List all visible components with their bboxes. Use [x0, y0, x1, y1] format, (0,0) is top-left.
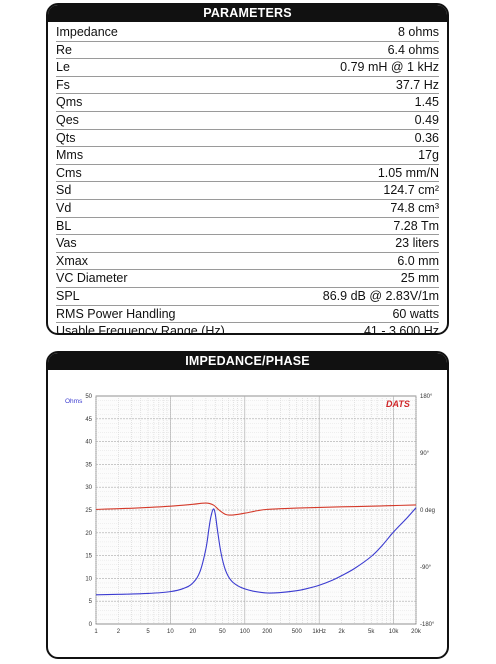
param-value: 6.4 ohms: [387, 42, 439, 57]
y2-tick-label: -90°: [420, 565, 432, 571]
param-value: 60 watts: [392, 306, 439, 321]
param-label: Qes: [56, 112, 79, 127]
impedance-phase-title: IMPEDANCE/PHASE: [48, 353, 447, 370]
y-tick-label: 40: [85, 440, 92, 446]
param-value: 7.28 Tm: [393, 218, 439, 233]
x-tick-label: 5k: [368, 629, 375, 635]
y-tick-label: 45: [85, 417, 92, 423]
x-tick-label: 100: [240, 629, 251, 635]
param-label: BL: [56, 218, 72, 233]
param-value: 0.36: [414, 130, 439, 145]
param-label: Impedance: [56, 25, 118, 39]
x-tick-label: 2k: [338, 629, 345, 635]
parameters-title: PARAMETERS: [48, 5, 447, 22]
y2-tick-label: -180°: [420, 622, 435, 628]
param-row: Qms 1.45: [56, 94, 439, 112]
x-tick-label: 50: [219, 629, 226, 635]
param-row: Usable Frequency Range (Hz) 41 - 3,600 Hz: [56, 323, 439, 335]
dats-logo: DATS: [386, 399, 410, 409]
param-value: 37.7 Hz: [395, 77, 439, 92]
y2-tick-label: 90°: [420, 451, 430, 457]
param-value: 1.05 mm/N: [377, 165, 439, 180]
x-tick-label: 200: [262, 629, 273, 635]
param-label: SPL: [56, 288, 80, 303]
y-tick-label: 30: [85, 485, 92, 491]
param-row: Re 6.4 ohms: [56, 42, 439, 60]
x-tick-label: 500: [292, 629, 303, 635]
param-label: VC Diameter: [56, 271, 128, 286]
x-tick-label: 20k: [411, 629, 422, 635]
x-tick-label: 1kHz: [312, 629, 326, 635]
param-value: 17g: [418, 148, 439, 163]
x-tick-label: 10k: [389, 629, 400, 635]
y-tick-label: 25: [85, 508, 92, 514]
param-label: Xmax: [56, 253, 88, 268]
param-label: Qms: [56, 95, 83, 110]
param-label: Cms: [56, 165, 82, 180]
param-value: 25 mm: [400, 271, 439, 286]
param-value: 1.45: [414, 95, 439, 110]
param-value: 23 liters: [395, 236, 439, 251]
param-label: Vd: [56, 200, 72, 215]
param-row: Cms 1.05 mm/N: [56, 165, 439, 183]
x-tick-label: 5: [146, 629, 150, 635]
x-tick-label: 1: [94, 629, 98, 635]
y-tick-label: 5: [89, 599, 93, 605]
param-row: Xmax 6.0 mm: [56, 253, 439, 271]
param-label: Sd: [56, 183, 72, 198]
ohms-unit-label: Ohms: [65, 398, 83, 405]
param-label: Mms: [56, 148, 84, 163]
parameters-table: Impedance 8 ohms Re 6.4 ohms Le 0.79 mH @ 1 k…: [48, 22, 447, 335]
param-value: 41 - 3,600 Hz: [363, 324, 439, 335]
param-row: Qes 0.49: [56, 112, 439, 130]
param-row: Qts 0.36: [56, 130, 439, 148]
y-tick-label: 15: [85, 554, 92, 560]
param-value: 6.0 mm: [397, 253, 439, 268]
y-tick-label: 20: [85, 531, 92, 537]
param-row: Sd 124.7 cm²: [56, 182, 439, 200]
param-row: Vd 74.8 cm³: [56, 200, 439, 218]
param-label: Usable Frequency Range (Hz): [56, 324, 225, 335]
param-label: Vas: [56, 236, 77, 251]
param-value: 74.8 cm³: [390, 200, 439, 215]
y2-tick-label: 180°: [420, 394, 433, 400]
param-label: Qts: [56, 130, 76, 145]
param-label: RMS Power Handling: [56, 306, 176, 321]
param-value: 124.7 cm²: [383, 183, 439, 198]
y2-tick-label: 0 deg: [420, 508, 435, 514]
y-tick-label: 0: [89, 622, 93, 628]
param-row: VC Diameter 25 mm: [56, 270, 439, 288]
param-value: 0.79 mH @ 1 kHz: [340, 60, 439, 75]
param-label: Le: [56, 60, 70, 75]
parameters-panel: PARAMETERS Impedance 8 ohms Re 6.4 ohms Le 0.…: [46, 3, 449, 335]
y-tick-label: 10: [85, 576, 92, 582]
param-label: Fs: [56, 77, 70, 92]
x-tick-label: 2: [117, 629, 121, 635]
x-tick-label: 20: [189, 629, 196, 635]
param-value: 8 ohms: [398, 25, 439, 39]
impedance-phase-panel: IMPEDANCE/PHASE 0 5 10 15 20 25 30 35 40 45 50 180°…: [46, 351, 449, 659]
param-row: SPL 86.9 dB @ 2.83V/1m: [56, 288, 439, 306]
phase-series-line: [95, 502, 417, 516]
param-row: Mms 17g: [56, 147, 439, 165]
param-value: 86.9 dB @ 2.83V/1m: [322, 288, 439, 303]
y-tick-label: 35: [85, 462, 92, 468]
param-row: BL 7.28 Tm: [56, 218, 439, 236]
param-row: Fs 37.7 Hz: [56, 77, 439, 95]
param-row: RMS Power Handling 60 watts: [56, 306, 439, 324]
param-label: Re: [56, 42, 72, 57]
x-tick-label: 10: [167, 629, 174, 635]
param-value: 0.49: [414, 112, 439, 127]
y-tick-label: 50: [85, 394, 92, 400]
param-row: Le 0.79 mH @ 1 kHz: [56, 59, 439, 77]
impedance-series-line: [95, 507, 417, 596]
param-row: Vas 23 liters: [56, 235, 439, 253]
param-row: Impedance 8 ohms: [56, 24, 439, 42]
